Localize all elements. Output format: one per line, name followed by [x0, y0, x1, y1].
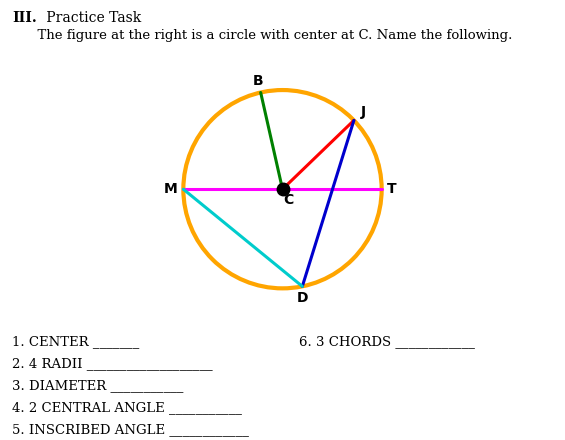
- Text: Practice Task: Practice Task: [42, 11, 142, 25]
- Text: 4. 2 CENTRAL ANGLE ___________: 4. 2 CENTRAL ANGLE ___________: [12, 401, 242, 414]
- Text: The figure at the right is a circle with center at C. Name the following.: The figure at the right is a circle with…: [12, 29, 513, 42]
- Text: 1. CENTER _______: 1. CENTER _______: [12, 335, 140, 348]
- Text: D: D: [297, 291, 308, 305]
- Text: III.: III.: [12, 11, 37, 25]
- Text: C: C: [283, 193, 294, 207]
- Text: M: M: [164, 182, 177, 196]
- Text: 3. DIAMETER ___________: 3. DIAMETER ___________: [12, 379, 184, 392]
- Text: J: J: [361, 106, 366, 119]
- Text: 2. 4 RADII ___________________: 2. 4 RADII ___________________: [12, 357, 213, 370]
- Text: B: B: [253, 73, 263, 88]
- Text: 6. 3 CHORDS ____________: 6. 3 CHORDS ____________: [299, 335, 475, 348]
- Text: 5. INSCRIBED ANGLE ____________: 5. INSCRIBED ANGLE ____________: [12, 423, 249, 436]
- Text: T: T: [387, 182, 397, 196]
